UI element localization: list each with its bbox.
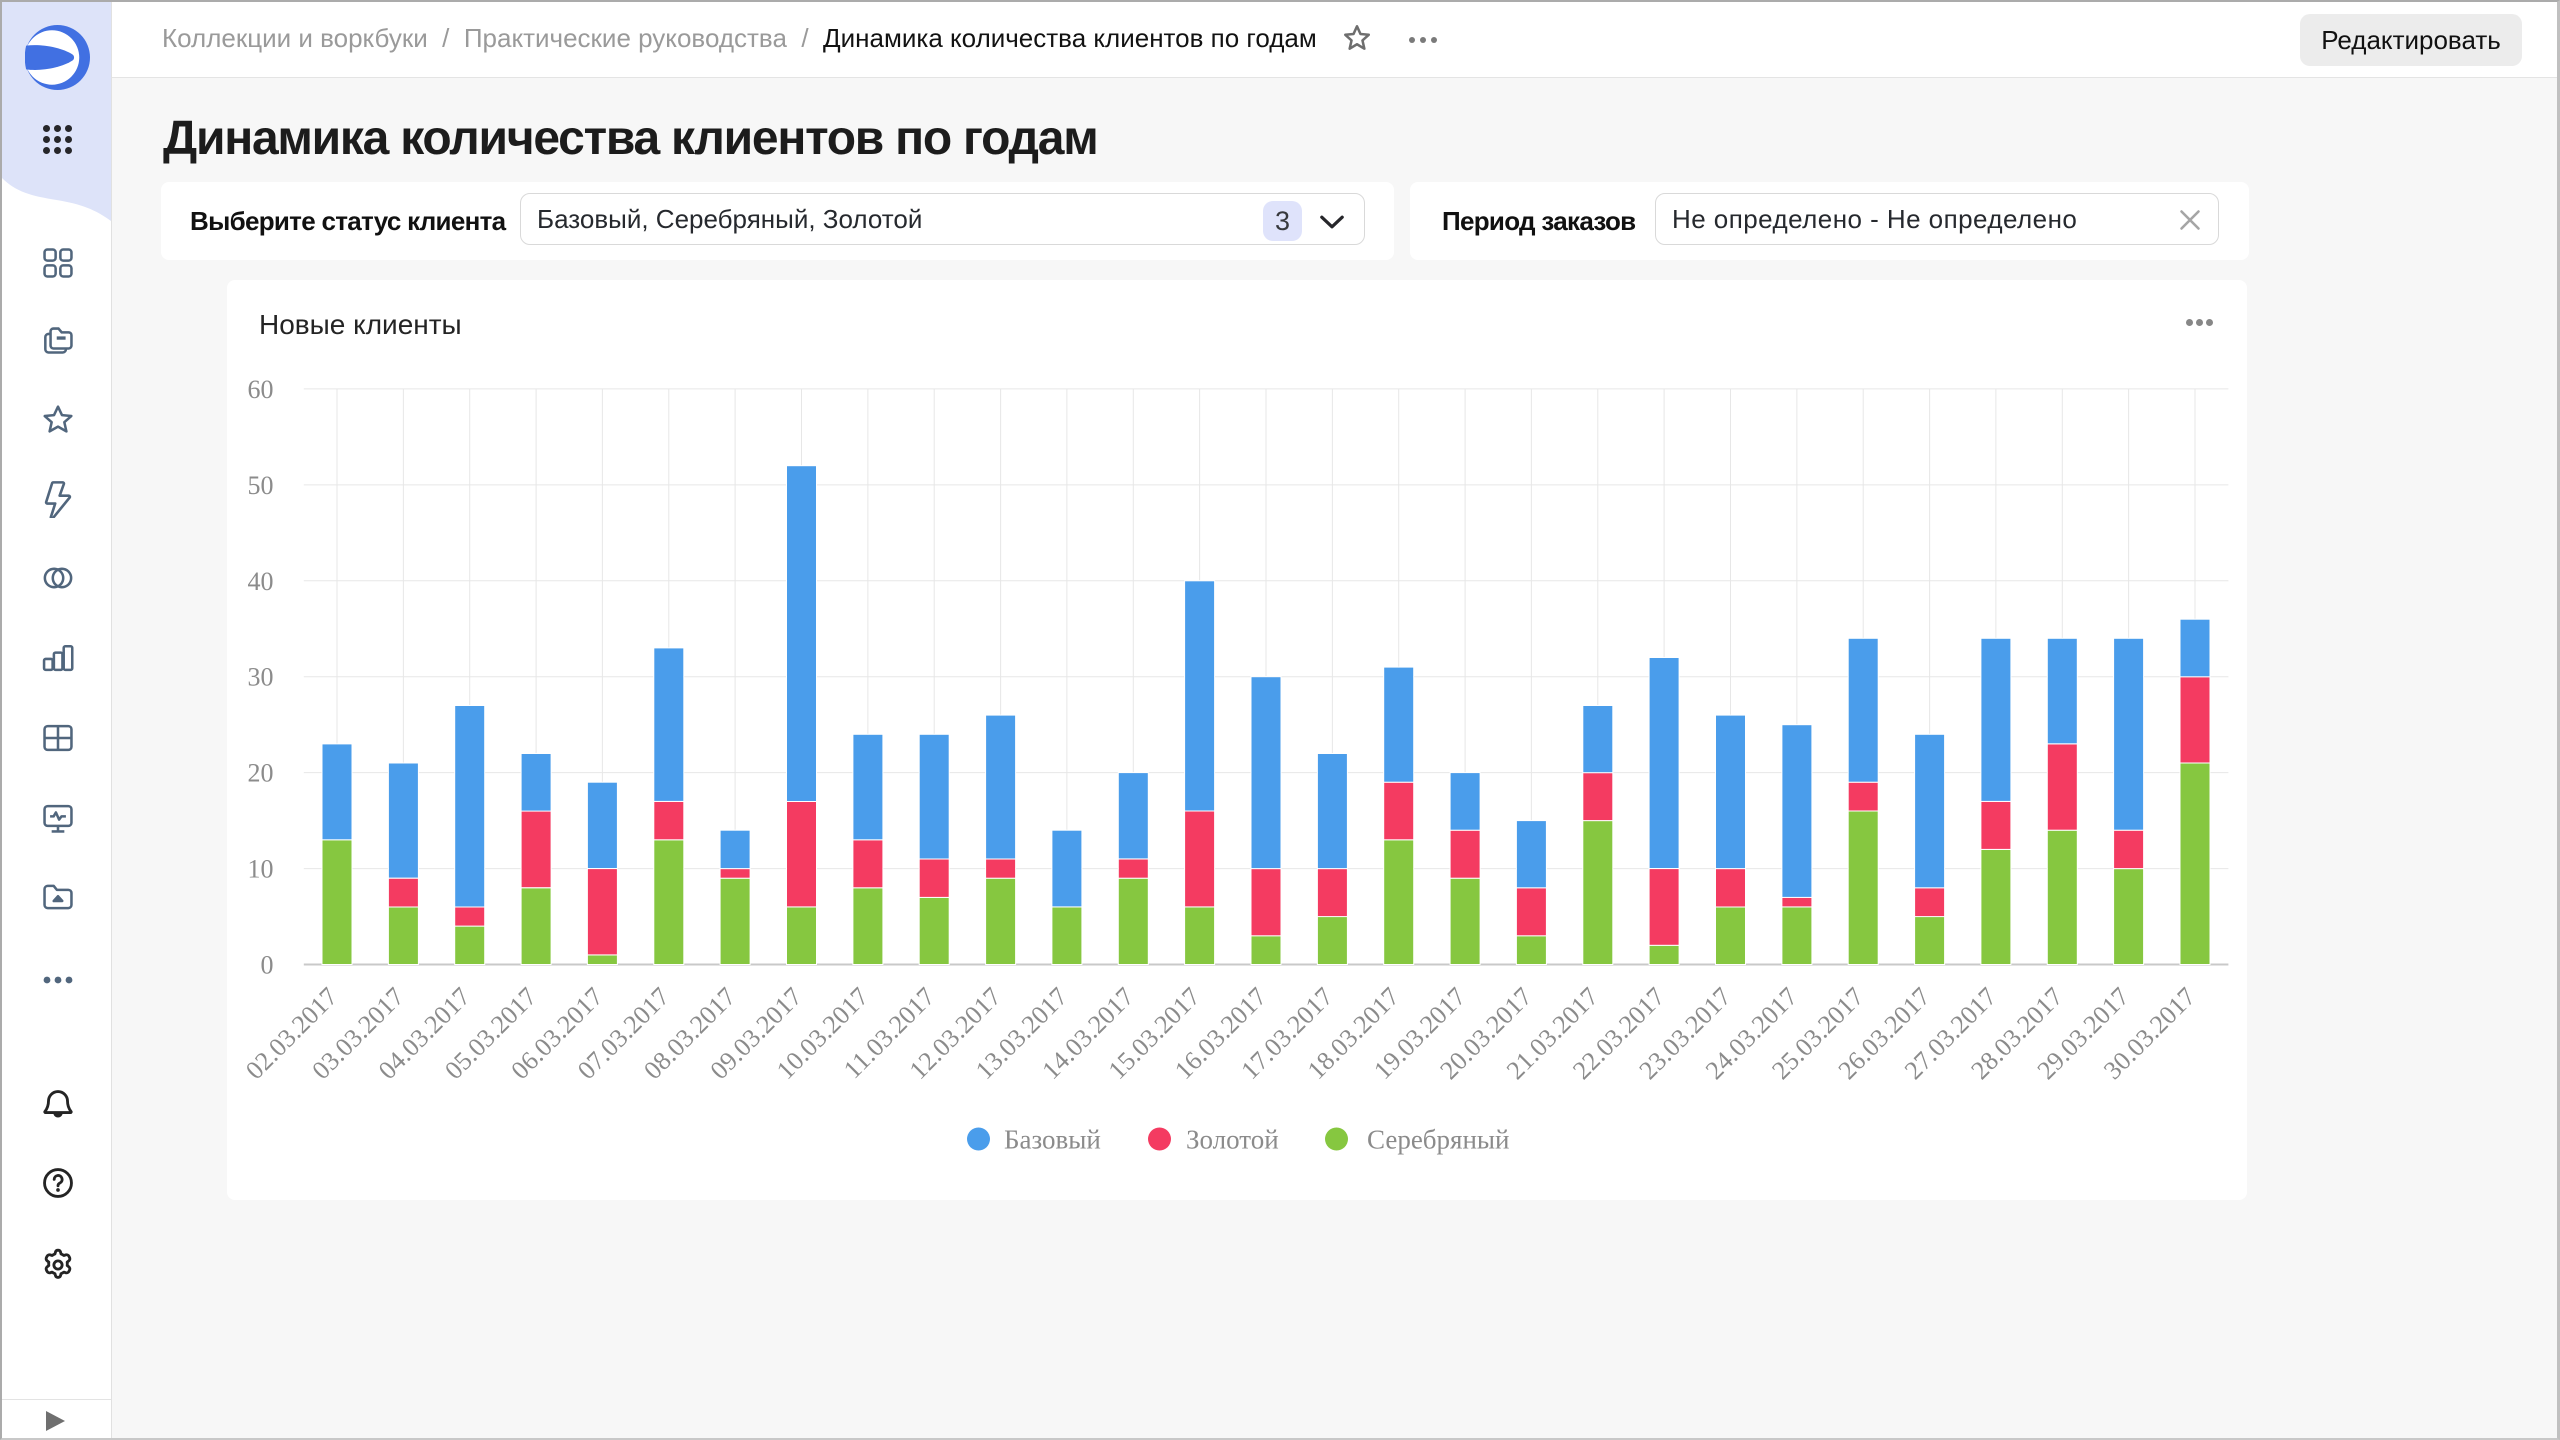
- svg-text:Серебряный: Серебряный: [1367, 1125, 1510, 1155]
- svg-text:20: 20: [248, 759, 274, 788]
- svg-text:30: 30: [248, 663, 274, 692]
- svg-text:Базовый: Базовый: [1004, 1125, 1101, 1155]
- svg-text:Золотой: Золотой: [1186, 1125, 1279, 1155]
- svg-text:10: 10: [248, 855, 274, 884]
- svg-text:0: 0: [261, 951, 274, 980]
- svg-text:40: 40: [248, 567, 274, 596]
- svg-text:50: 50: [248, 471, 274, 500]
- svg-text:60: 60: [248, 375, 274, 404]
